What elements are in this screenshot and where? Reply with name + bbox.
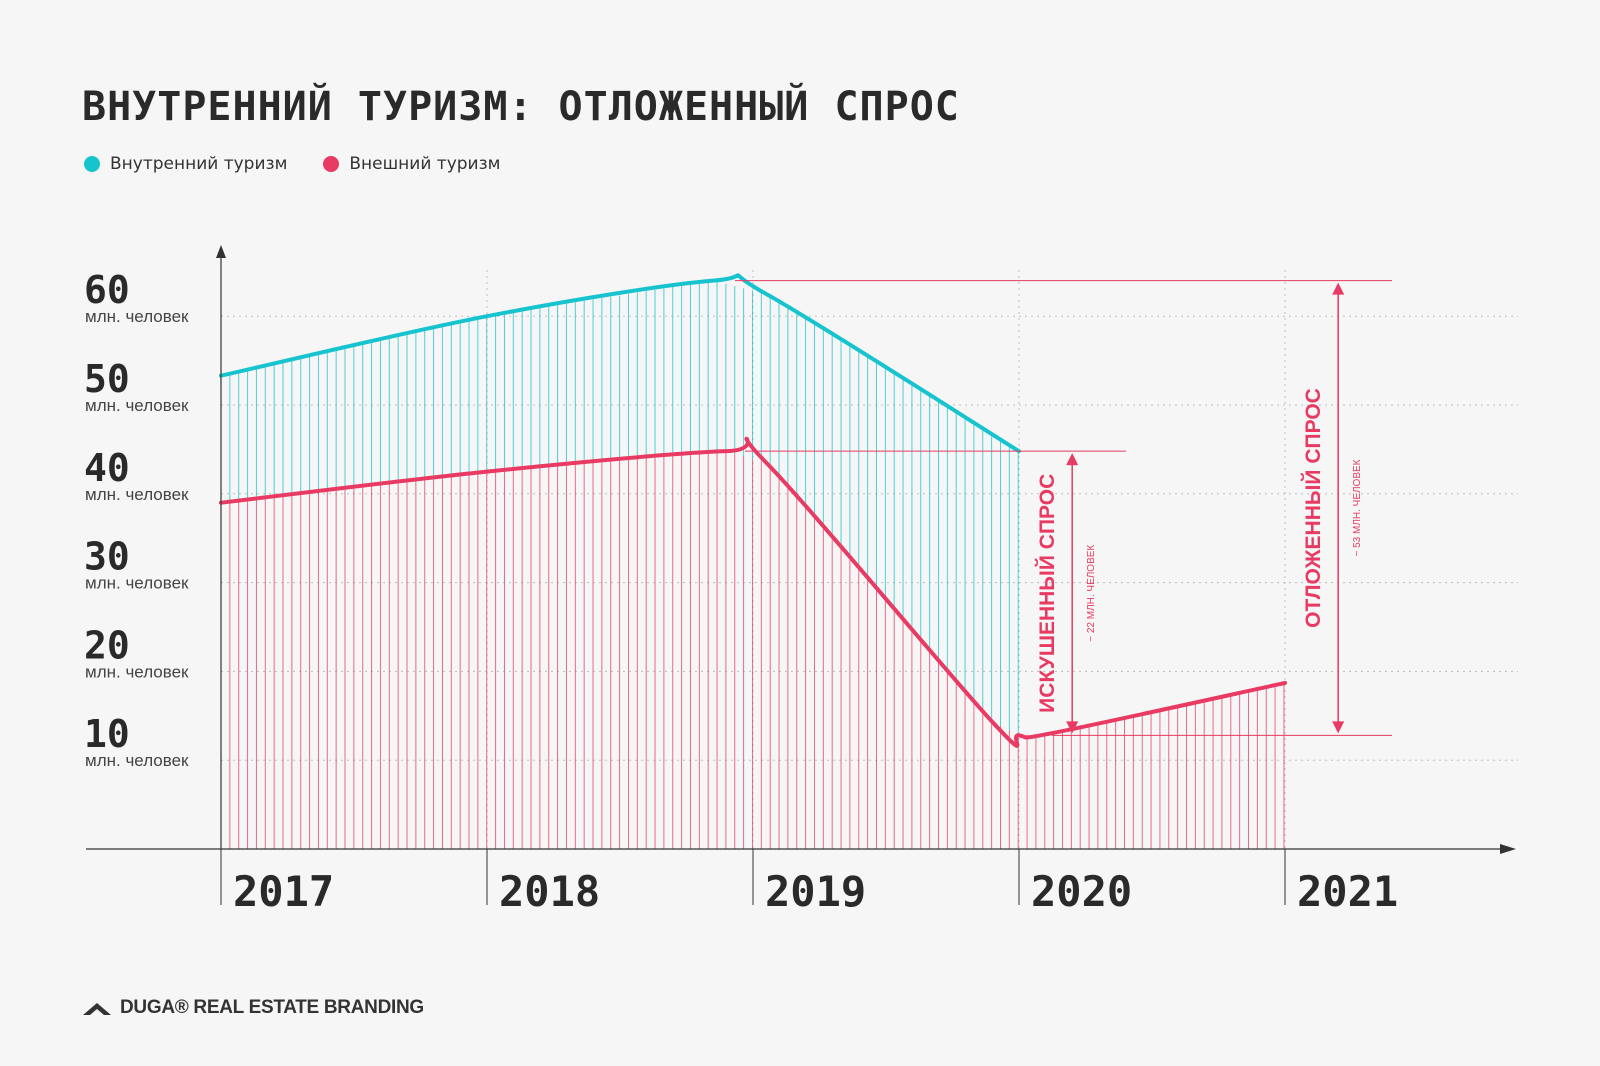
y-tick-label: 50 bbox=[84, 357, 130, 401]
x-tick-label: 2021 bbox=[1297, 867, 1398, 916]
legend-item-domestic: Внутренний туризм bbox=[84, 154, 287, 174]
y-tick-label: 20 bbox=[84, 623, 130, 667]
legend-dot-outbound bbox=[323, 156, 340, 172]
legend-item-outbound: Внешний туризм bbox=[323, 154, 500, 174]
annotation-sublabel: ~ 22 МЛН. ЧЕЛОВЕК bbox=[1086, 545, 1097, 642]
mountain-logo-icon bbox=[83, 1003, 111, 1015]
series-line-outbound bbox=[219, 436, 1287, 748]
annotation-sublabel: ~ 53 МЛН. ЧЕЛОВЕК bbox=[1352, 459, 1363, 556]
x-axis-arrow-icon bbox=[1500, 844, 1516, 854]
legend-label-outbound: Внешний туризм bbox=[349, 154, 501, 174]
x-tick-label: 2017 bbox=[233, 867, 334, 916]
y-tick-label: 60 bbox=[84, 268, 130, 312]
y-tick-unit: млн. человек bbox=[85, 751, 189, 770]
series-line-domestic bbox=[219, 273, 1021, 454]
annotation-label-deferred-demand: ОТЛОЖЕННЫЙ СПРОС bbox=[1301, 388, 1325, 628]
page-title: ВНУТРЕННИЙ ТУРИЗМ: ОТЛОЖЕННЫЙ СПРОС bbox=[82, 84, 960, 130]
y-tick-label: 10 bbox=[84, 712, 130, 756]
x-tick-label: 2020 bbox=[1031, 867, 1132, 916]
legend-label-domestic: Внутренний туризм bbox=[110, 154, 288, 174]
brand-footer: DUGA® REAL ESTATE BRANDING bbox=[82, 997, 424, 1019]
y-tick-label: 40 bbox=[84, 446, 130, 490]
arrow-down-icon bbox=[1066, 721, 1079, 734]
x-tick-label: 2019 bbox=[765, 867, 866, 916]
hatch-fill bbox=[220, 281, 1285, 849]
y-tick-unit: млн. человек bbox=[85, 662, 189, 681]
annotation-label-tempted-demand: ИСКУШЕННЫЙ СПРОС bbox=[1035, 474, 1059, 713]
chart-legend: Внутренний туризм Внешний туризм bbox=[84, 154, 500, 174]
arrow-down-icon bbox=[1332, 721, 1345, 734]
brand-name: DUGA® REAL ESTATE BRANDING bbox=[120, 997, 424, 1018]
y-axis-arrow-icon bbox=[216, 245, 226, 258]
arrow-up-icon bbox=[1066, 453, 1079, 466]
y-tick-unit: млн. человек bbox=[85, 396, 189, 415]
y-tick-label: 30 bbox=[84, 535, 130, 579]
y-tick-unit: млн. человек bbox=[85, 574, 189, 593]
y-tick-unit: млн. человек bbox=[85, 485, 189, 504]
legend-dot-domestic bbox=[84, 156, 100, 172]
x-tick-label: 2018 bbox=[499, 867, 600, 916]
arrow-up-icon bbox=[1332, 282, 1345, 295]
y-tick-unit: млн. человек bbox=[85, 307, 189, 326]
